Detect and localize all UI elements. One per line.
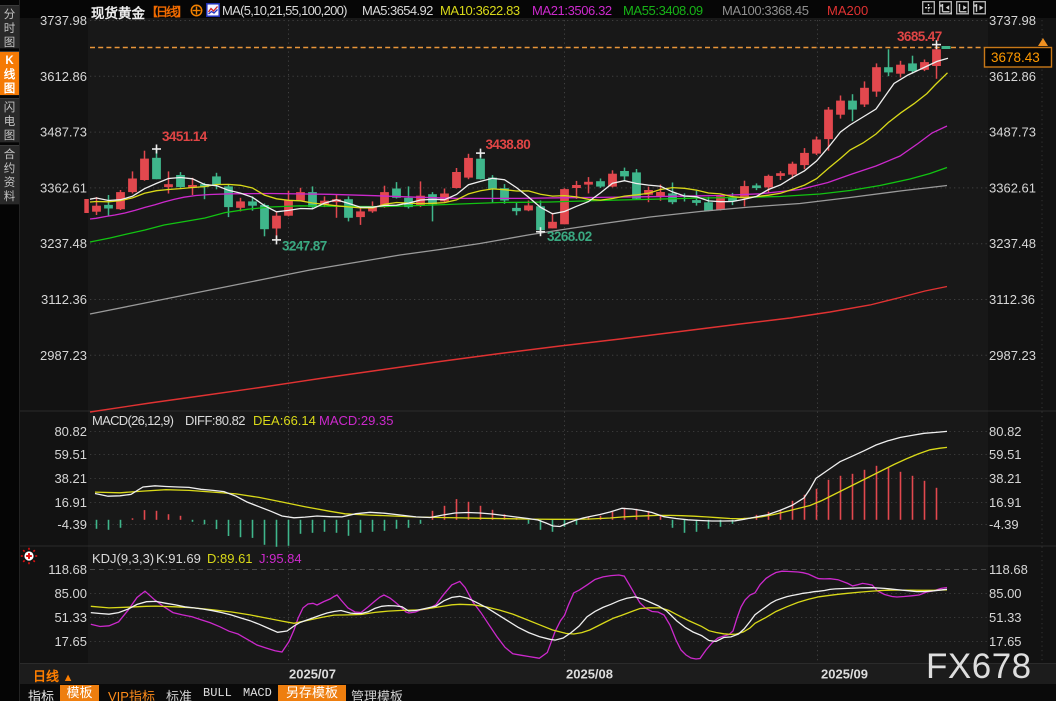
svg-text:3451.14: 3451.14 xyxy=(162,129,208,144)
svg-text:16.91: 16.91 xyxy=(989,495,1022,510)
svg-text:-4.39: -4.39 xyxy=(57,517,87,532)
svg-text:3237.48: 3237.48 xyxy=(40,236,87,251)
svg-text:118.68: 118.68 xyxy=(989,562,1028,577)
svg-text:3247.87: 3247.87 xyxy=(282,239,327,254)
svg-text:2987.23: 2987.23 xyxy=(989,348,1036,363)
svg-text:K:91.69: K:91.69 xyxy=(156,551,201,566)
svg-text:3362.61: 3362.61 xyxy=(40,180,87,195)
svg-text:16.91: 16.91 xyxy=(54,495,87,510)
svg-text:DEA:66.14: DEA:66.14 xyxy=(253,413,316,428)
svg-text:51.33: 51.33 xyxy=(54,610,87,625)
svg-text:D:89.61: D:89.61 xyxy=(207,551,253,566)
svg-text:38.21: 38.21 xyxy=(989,471,1022,486)
svg-text:MACD:29.35: MACD:29.35 xyxy=(319,413,393,428)
svg-text:DIFF:80.82: DIFF:80.82 xyxy=(185,413,245,428)
svg-text:3362.61: 3362.61 xyxy=(989,180,1036,195)
svg-text:-4.39: -4.39 xyxy=(989,517,1019,532)
svg-text:59.51: 59.51 xyxy=(54,447,87,462)
svg-text:3112.36: 3112.36 xyxy=(41,292,87,307)
svg-text:85.00: 85.00 xyxy=(989,586,1022,601)
svg-text:3268.02: 3268.02 xyxy=(547,229,592,244)
svg-text:3438.80: 3438.80 xyxy=(486,137,531,152)
svg-text:85.00: 85.00 xyxy=(54,586,87,601)
svg-text:3685.47: 3685.47 xyxy=(897,29,942,44)
svg-text:2025/07: 2025/07 xyxy=(289,667,336,682)
svg-text:59.51: 59.51 xyxy=(989,447,1022,462)
svg-text:2987.23: 2987.23 xyxy=(40,348,87,363)
svg-text:3612.86: 3612.86 xyxy=(40,69,87,84)
svg-text:3237.48: 3237.48 xyxy=(989,236,1036,251)
svg-text:3737.98: 3737.98 xyxy=(989,13,1036,28)
svg-text:51.33: 51.33 xyxy=(989,610,1022,625)
svg-text:2025/08: 2025/08 xyxy=(566,667,613,682)
svg-text:3737.98: 3737.98 xyxy=(40,13,87,28)
svg-text:3612.86: 3612.86 xyxy=(989,69,1036,84)
svg-text:2025/09: 2025/09 xyxy=(821,667,868,682)
svg-text:17.65: 17.65 xyxy=(54,634,87,649)
svg-text:80.82: 80.82 xyxy=(989,424,1022,439)
svg-text:3112.36: 3112.36 xyxy=(989,292,1035,307)
svg-text:80.82: 80.82 xyxy=(54,424,87,439)
svg-text:J:95.84: J:95.84 xyxy=(259,551,302,566)
svg-text:3678.43: 3678.43 xyxy=(991,50,1040,65)
svg-text:17.65: 17.65 xyxy=(989,634,1022,649)
svg-text:MACD(26,12,9): MACD(26,12,9) xyxy=(92,413,174,428)
svg-text:3487.73: 3487.73 xyxy=(40,125,87,140)
svg-text:38.21: 38.21 xyxy=(54,471,87,486)
svg-text:KDJ(9,3,3): KDJ(9,3,3) xyxy=(92,551,154,566)
svg-text:FX678: FX678 xyxy=(926,647,1032,686)
svg-text:3487.73: 3487.73 xyxy=(989,125,1036,140)
svg-text:118.68: 118.68 xyxy=(48,562,87,577)
